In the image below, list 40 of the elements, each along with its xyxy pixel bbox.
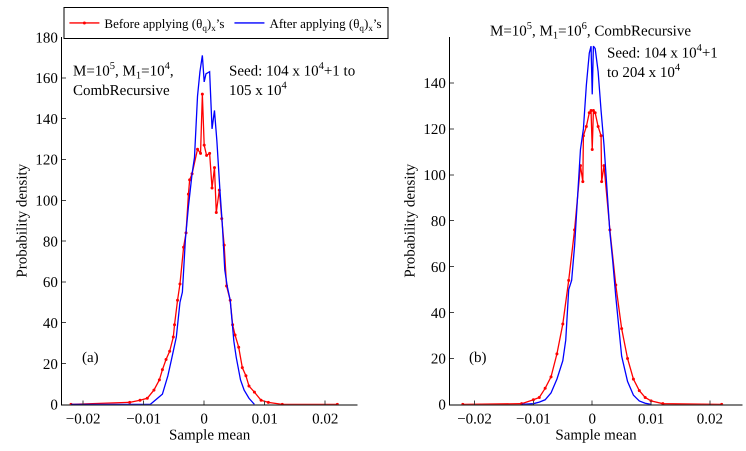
- y-tick-label: 140: [423, 76, 446, 92]
- x-tick-label: 0: [200, 411, 208, 428]
- y-tick-label: 120: [35, 152, 58, 169]
- y-tick-label: 120: [423, 122, 446, 138]
- y-tick-label: 180: [35, 30, 58, 46]
- x-tick-label: −0.02: [457, 411, 492, 428]
- y-tick-label: 100: [35, 194, 58, 210]
- text: Seed: 104 x 10$^{4}$+1 to 105 x 10$^{4}$: [229, 61, 356, 99]
- y-axis-title: Probability density: [402, 163, 419, 278]
- y-tick-label: 60: [42, 275, 58, 292]
- y-tick-label: 80: [42, 234, 58, 250]
- annotation: M=10$^{5}$, M$_{1}$=10$^{6}$, CombRecursive: [490, 21, 692, 42]
- x-axis-title: Sample mean: [555, 427, 638, 444]
- y-tick-label: 40: [430, 306, 446, 322]
- x-tick-label: −0.01: [516, 411, 551, 428]
- y-tick-label: 40: [42, 316, 58, 332]
- annotation: (b): [469, 350, 486, 366]
- y-tick-label: 80: [430, 214, 446, 230]
- y-tick-label: 100: [423, 168, 446, 184]
- y-axis-title: Probability density: [14, 163, 31, 278]
- x-axis-title: Sample mean: [169, 427, 251, 444]
- y-tick-label: 160: [35, 71, 58, 88]
- x-tick-label: −0.01: [126, 411, 161, 428]
- x-tick-label: −0.02: [66, 411, 100, 428]
- x-tick-label: 0.02: [696, 411, 724, 428]
- y-tick-label: 140: [35, 112, 58, 128]
- y-tick-label: 20: [42, 356, 58, 373]
- legend-label: Before applying (θ$_{q}$)$_{x}$’s: [104, 16, 224, 33]
- y-tick-label: 0: [50, 398, 58, 414]
- y-tick-label: 20: [430, 352, 446, 368]
- y-tick-label: 60: [430, 260, 446, 276]
- x-tick-label: 0.01: [638, 411, 664, 428]
- legend-label: After applying (θ$_{q}$)$_{x}$’s: [269, 16, 382, 33]
- x-tick-label: 0.02: [312, 411, 338, 428]
- x-tick-label: 0: [588, 411, 596, 428]
- annotation: M=10$^{5}$, M$_{1}$=10$^{4}$, CombRecursive: [73, 61, 174, 99]
- annotation: (a): [82, 350, 99, 366]
- x-tick-label: 0.01: [252, 411, 278, 428]
- y-tick-label: 0: [438, 398, 446, 414]
- text: Seed: 104 x 10$^{4}$+1 to 204 x 10$^{4}$: [607, 43, 718, 81]
